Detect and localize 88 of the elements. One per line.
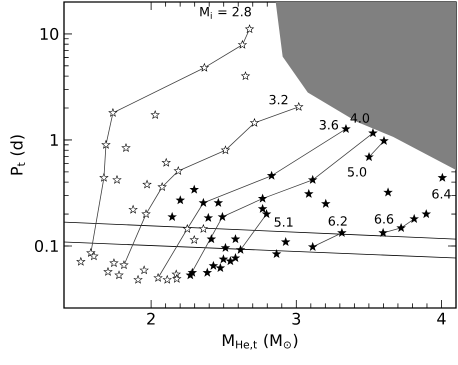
point <box>188 268 197 276</box>
point <box>338 228 346 236</box>
y-axis-title: P$_{t}$ (d) <box>10 135 25 174</box>
point <box>214 198 223 207</box>
annotation: 6.4 <box>432 189 451 199</box>
point <box>221 243 230 252</box>
point <box>199 198 208 207</box>
point <box>207 234 216 243</box>
point <box>272 250 281 258</box>
point <box>422 210 430 218</box>
x-tick-label: 3 <box>292 312 300 325</box>
point <box>102 140 110 148</box>
point <box>250 118 259 126</box>
point <box>108 108 118 117</box>
point <box>364 152 374 161</box>
annotation: 3.2 <box>270 94 288 104</box>
point <box>231 254 240 262</box>
point <box>258 204 267 212</box>
point <box>209 261 218 270</box>
point <box>216 264 225 272</box>
point <box>262 210 271 218</box>
y-tick-label: 1 <box>50 134 58 146</box>
point <box>204 213 213 222</box>
point <box>378 228 388 236</box>
point <box>231 234 240 243</box>
point <box>245 24 254 33</box>
point <box>190 185 198 194</box>
point <box>128 205 138 214</box>
y-tick-label: 10 <box>40 28 58 40</box>
point <box>190 236 198 244</box>
point <box>150 110 160 119</box>
point <box>342 124 350 133</box>
point <box>396 223 406 232</box>
x-axis-title: M$_{He,t}$ (M$_{⊙}$) <box>222 334 298 350</box>
annotation: 4.0 <box>350 113 370 123</box>
point <box>368 128 378 137</box>
point <box>174 166 182 175</box>
point <box>90 252 98 260</box>
point <box>142 180 152 188</box>
point <box>410 214 418 223</box>
point <box>304 189 314 198</box>
point <box>438 173 447 182</box>
point <box>203 268 212 276</box>
point <box>162 275 172 284</box>
point <box>112 175 122 184</box>
x-tick-label: 4 <box>437 312 446 324</box>
point <box>199 224 208 233</box>
point <box>100 173 108 182</box>
annotation: 5.0 <box>348 167 366 177</box>
point <box>122 144 130 152</box>
annotation: M$_{i}$ = 2.8 <box>200 6 251 19</box>
y-tick-label: 0.1 <box>35 240 58 252</box>
point <box>241 72 250 80</box>
point <box>183 224 192 233</box>
point <box>76 257 86 266</box>
point <box>384 188 392 196</box>
point <box>219 254 228 263</box>
point <box>110 258 118 267</box>
point <box>308 242 317 251</box>
point <box>158 182 166 191</box>
point <box>218 212 227 221</box>
point <box>308 175 317 184</box>
annotation: 3.6 <box>320 120 338 130</box>
point <box>238 40 247 48</box>
point <box>221 146 230 154</box>
point <box>104 267 112 276</box>
point <box>294 102 303 111</box>
point <box>140 266 148 274</box>
point <box>267 171 276 180</box>
point <box>322 199 330 208</box>
point <box>134 275 142 284</box>
point <box>281 238 290 246</box>
point <box>380 136 388 145</box>
annotation: 6.2 <box>328 216 347 226</box>
annotation: 5.1 <box>274 217 293 227</box>
x-tick-label: 2 <box>147 312 155 325</box>
point <box>176 196 185 204</box>
annotation: 6.6 <box>374 214 394 224</box>
point <box>162 158 170 166</box>
point <box>114 270 124 279</box>
point <box>236 245 245 254</box>
point <box>120 260 128 269</box>
point <box>154 273 162 282</box>
point <box>172 274 182 282</box>
point <box>168 212 176 221</box>
point <box>142 210 150 218</box>
point <box>200 63 209 72</box>
point <box>258 194 267 202</box>
